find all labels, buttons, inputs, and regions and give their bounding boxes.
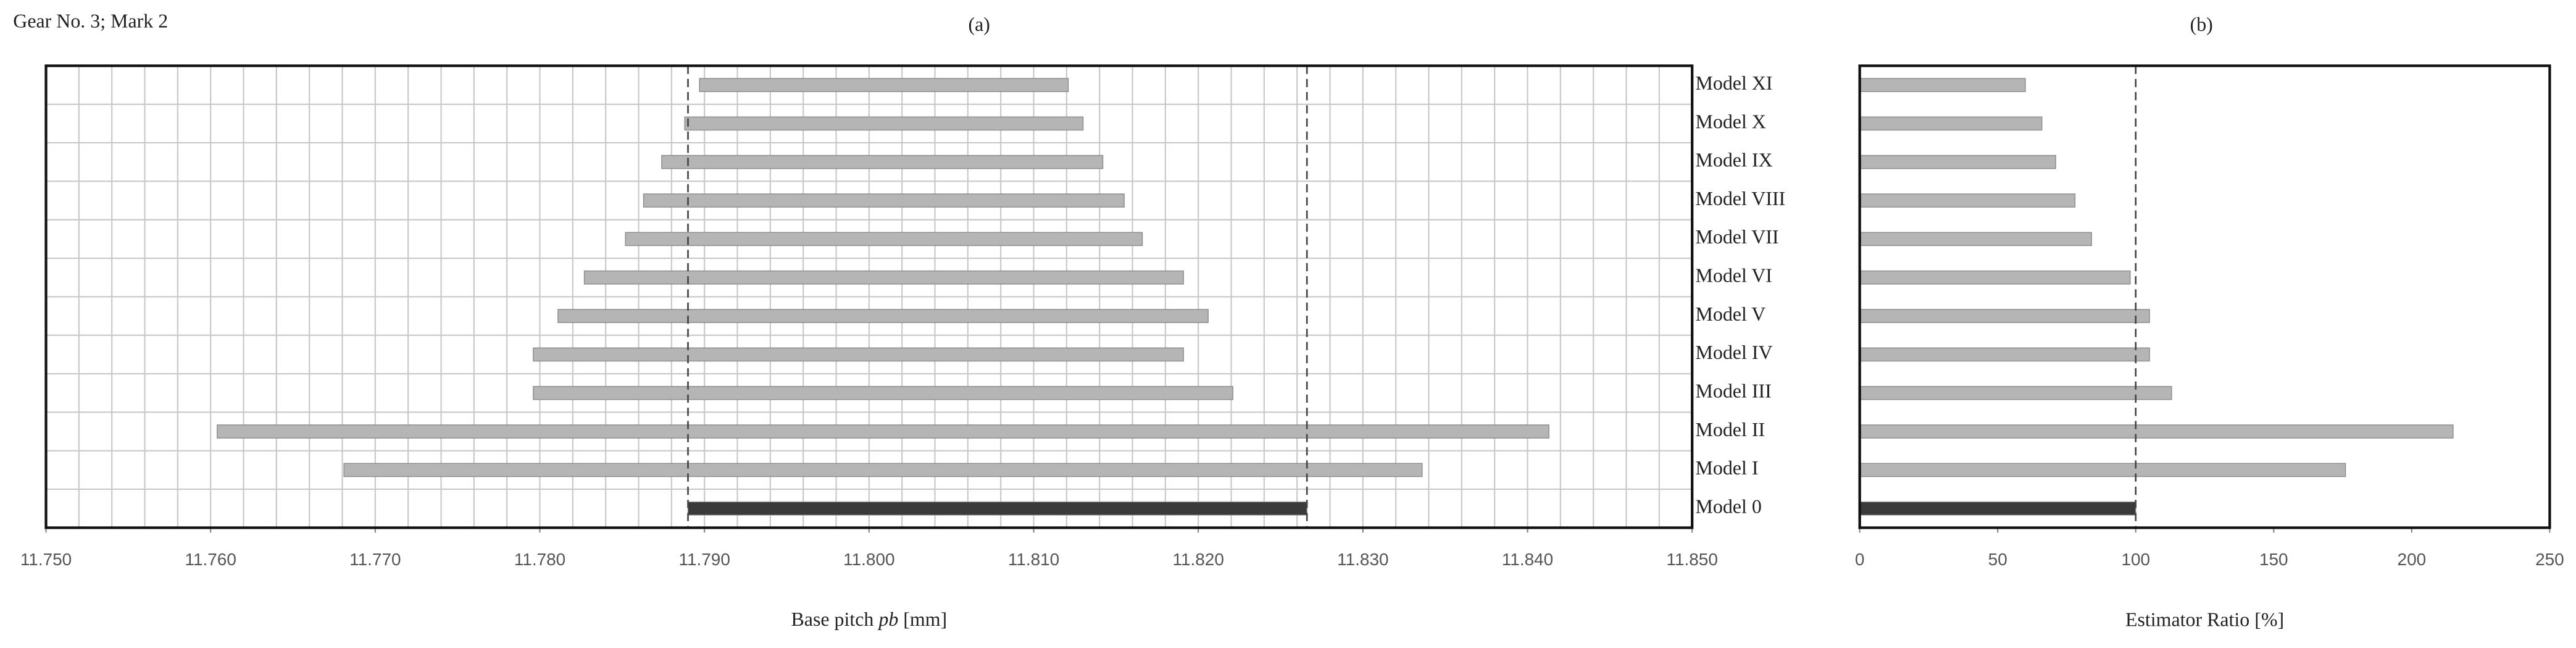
range-bar — [699, 78, 1069, 92]
bar — [1859, 385, 2172, 400]
x-tick-label: 150 — [2259, 550, 2288, 569]
bar — [1859, 232, 2092, 246]
x-tick-label: 11.840 — [1502, 550, 1553, 569]
bar — [1859, 78, 2026, 92]
range-bar — [687, 501, 1307, 516]
x-tick-label: 50 — [1988, 550, 2007, 569]
bar — [1859, 193, 2076, 208]
range-bar — [684, 116, 1084, 131]
range-bar — [661, 154, 1104, 169]
bar — [1859, 270, 2131, 285]
range-bar — [583, 270, 1184, 285]
x-tick-label: 11.780 — [514, 550, 565, 569]
category-label: Model IX — [1696, 149, 1773, 171]
x-tick-label: 11.750 — [20, 550, 72, 569]
x-axis-label-part: [mm] — [898, 608, 947, 630]
x-tick-label: 11.830 — [1337, 550, 1388, 569]
category-label: Model II — [1696, 419, 1765, 440]
range-bar — [217, 424, 1549, 439]
header: Gear No. 3; Mark 2 — [13, 11, 168, 32]
bar — [1859, 424, 2454, 439]
category-label: Model VII — [1696, 226, 1779, 248]
category-label: Model V — [1696, 303, 1766, 325]
plot-frame — [1858, 64, 2551, 529]
bar — [1859, 116, 2043, 131]
range-bar — [343, 463, 1423, 478]
x-tick-label: 0 — [1855, 550, 1865, 569]
x-tick-label: 100 — [2121, 550, 2150, 569]
category-label: Model IV — [1696, 342, 1773, 363]
x-tick-label: 11.800 — [843, 550, 894, 569]
x-tick-label: 11.850 — [1666, 550, 1717, 569]
range-bar — [533, 385, 1233, 400]
x-tick-label: 11.810 — [1008, 550, 1059, 569]
bar — [1859, 463, 2346, 478]
range-bar — [533, 347, 1184, 362]
x-axis-label-part: pb — [877, 608, 898, 630]
bar — [1859, 154, 2056, 169]
category-label: Model X — [1696, 111, 1766, 132]
range-bar — [643, 193, 1125, 208]
chart-title: (a) — [968, 14, 990, 35]
x-axis-label: Estimator Ratio [%] — [2125, 608, 2284, 630]
bar — [1859, 347, 2150, 362]
x-tick-label: 11.790 — [678, 550, 730, 569]
category-label: Model VI — [1696, 265, 1772, 287]
category-label: Model I — [1696, 457, 1759, 479]
x-tick-label: 11.770 — [349, 550, 401, 569]
x-tick-label: 200 — [2398, 550, 2427, 569]
x-axis-label-part: Base pitch — [791, 608, 879, 630]
category-label: Model 0 — [1696, 495, 1762, 517]
range-bar — [625, 232, 1143, 246]
category-label: Model III — [1696, 381, 1772, 402]
chart-title: (b) — [2190, 14, 2213, 35]
category-label: Model VIII — [1696, 188, 1786, 209]
x-tick-label: 11.760 — [185, 550, 236, 569]
x-tick-label: 11.820 — [1172, 550, 1223, 569]
x-axis-label: Base pitch pb [mm] — [791, 608, 948, 630]
category-label: Model XI — [1696, 72, 1773, 94]
bar — [1859, 309, 2150, 323]
x-tick-label: 250 — [2535, 550, 2564, 569]
range-bar — [557, 309, 1209, 323]
plot-frame — [44, 64, 1694, 529]
bar — [1859, 501, 2136, 516]
